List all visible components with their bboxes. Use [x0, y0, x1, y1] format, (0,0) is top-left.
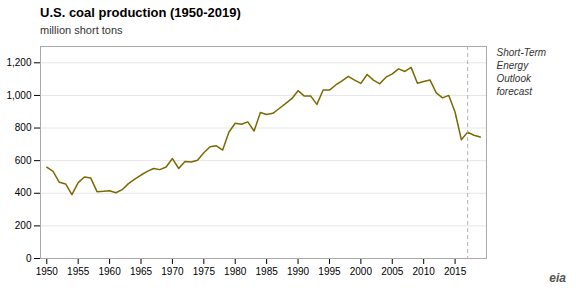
svg-text:1995: 1995 [318, 266, 341, 277]
svg-text:2010: 2010 [413, 266, 436, 277]
svg-text:400: 400 [15, 187, 32, 198]
svg-text:600: 600 [15, 155, 32, 166]
svg-text:1965: 1965 [130, 266, 153, 277]
svg-text:1950: 1950 [36, 266, 59, 277]
svg-text:2015: 2015 [444, 266, 467, 277]
html-text:eia: eia [549, 271, 566, 285]
svg-text:Short-TermEnergyOutlookforecas: Short-TermEnergyOutlookforecast [497, 47, 547, 97]
svg-text:1990: 1990 [287, 266, 310, 277]
svg-text:1,000: 1,000 [6, 90, 31, 101]
svg-text:1975: 1975 [193, 266, 216, 277]
svg-text:1980: 1980 [224, 266, 247, 277]
svg-text:1960: 1960 [98, 266, 121, 277]
svg-text:1,200: 1,200 [6, 57, 31, 68]
svg-text:1985: 1985 [256, 266, 279, 277]
svg-text:200: 200 [15, 220, 32, 231]
svg-text:1970: 1970 [161, 266, 184, 277]
svg-text:0: 0 [26, 253, 32, 264]
svg-text:2000: 2000 [350, 266, 373, 277]
html-text:U.S. coal production (1950-201: U.S. coal production (1950-2019) [40, 5, 241, 20]
svg-text:1955: 1955 [67, 266, 90, 277]
svg-text:2005: 2005 [381, 266, 404, 277]
html-text:million short tons: million short tons [40, 24, 123, 36]
svg-text:800: 800 [15, 122, 32, 133]
